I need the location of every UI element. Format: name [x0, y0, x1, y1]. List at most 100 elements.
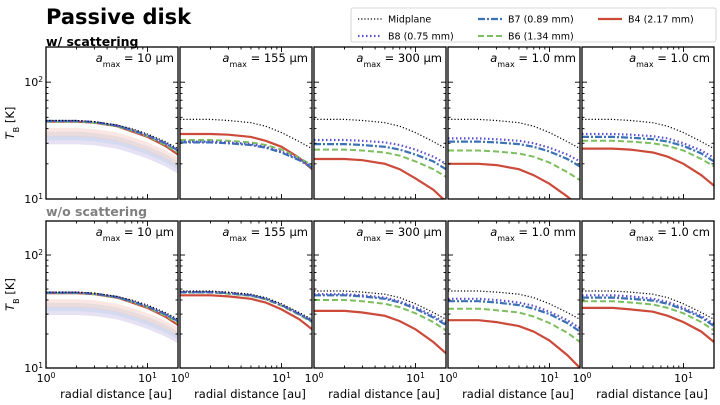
x-axis-label: radial distance [au] [596, 387, 708, 401]
uncertainty-band [46, 127, 178, 166]
series-line [46, 119, 178, 152]
series-line [448, 300, 580, 333]
series-line [582, 306, 714, 343]
panel-frame [313, 46, 447, 200]
panel-title: amax = 10 μm [96, 225, 174, 243]
x-axis-label: radial distance [au] [462, 387, 574, 401]
x-axis-label: radial distance [au] [328, 387, 440, 401]
series-line [46, 291, 178, 323]
series-line [582, 300, 714, 332]
uncertainty-band [46, 131, 178, 170]
legend-item: B7 (0.89 mm) [478, 15, 574, 26]
series-line [448, 297, 580, 330]
panel-frame [45, 46, 179, 200]
panel: amax = 1.0 mm [447, 46, 581, 200]
panel-title: amax = 300 μm [356, 51, 442, 69]
y-tick-label: 101 [24, 361, 43, 376]
uncertainty-band [46, 302, 178, 340]
legend-label: B4 (2.17 mm) [628, 15, 694, 26]
panel-frame [45, 220, 179, 369]
series-line [314, 293, 446, 324]
series-line [180, 141, 312, 169]
series-line [180, 291, 312, 323]
x-tick-label: 100 [573, 371, 592, 386]
panel: amax = 300 μm [313, 46, 447, 200]
series-line [314, 294, 446, 326]
panel: amax = 1.0 cm [581, 46, 715, 200]
figure-title: Passive disk [46, 5, 192, 29]
legend-item: B4 (2.17 mm) [598, 15, 694, 26]
panel-title: amax = 1.0 mm [490, 225, 576, 243]
series-line [314, 299, 446, 332]
series-line [180, 291, 312, 323]
series-line [314, 309, 446, 355]
series-line [582, 118, 714, 150]
series-line [448, 319, 580, 368]
series-line [46, 291, 178, 320]
x-axis-label: radial distance [au] [60, 387, 172, 401]
series-line [448, 149, 580, 181]
series-line [582, 135, 714, 163]
panel-frame [313, 220, 447, 369]
legend-item: B8 (0.75 mm) [358, 32, 454, 43]
series-line [180, 139, 312, 166]
legend-frame [350, 7, 717, 43]
panel-title: amax = 155 μm [222, 51, 308, 69]
x-tick-label: 101 [540, 371, 559, 386]
x-tick-label: 100 [37, 371, 56, 386]
series-line [46, 291, 178, 323]
y-axis-labels: TB [K] TB [K] [3, 107, 21, 311]
legend-item: Midplane [358, 15, 431, 26]
series-line [314, 138, 446, 165]
row-labels: w/ scattering w/o scattering [46, 34, 147, 219]
legend-label: B7 (0.89 mm) [508, 15, 574, 26]
legend-label: B6 (1.34 mm) [508, 32, 574, 43]
x-tick-label: 101 [138, 371, 157, 386]
y-tick-label: 101 [24, 192, 43, 207]
panel-title: amax = 1.0 cm [629, 225, 710, 243]
series-line [314, 143, 446, 171]
x-tick-label: 101 [674, 371, 693, 386]
panel-title: amax = 10 μm [96, 51, 174, 69]
panel: amax = 155 μm [179, 46, 313, 200]
panel-frame [179, 220, 313, 369]
series-line [180, 291, 312, 323]
uncertainty-band [46, 306, 178, 344]
y-axis-label: TB [K] [3, 278, 21, 311]
uncertainty-band [46, 299, 178, 336]
legend-label: B8 (0.75 mm) [388, 32, 454, 43]
legend-label: Midplane [388, 15, 431, 26]
y-axis-label: TB [K] [3, 107, 21, 140]
series-line [46, 119, 178, 150]
series-line [582, 294, 714, 325]
x-tick-label: 100 [171, 371, 190, 386]
series-line [314, 157, 445, 199]
legend-item: B6 (1.34 mm) [478, 32, 574, 43]
panel-frame [581, 46, 715, 200]
series-line [448, 162, 572, 199]
legend: Midplane B8 (0.75 mm) B7 (0.89 mm) B6 (1.34… [350, 7, 717, 43]
series-line [180, 294, 312, 331]
series-line [582, 147, 714, 187]
panel-frame [447, 220, 581, 369]
panel-title: amax = 155 μm [222, 225, 308, 243]
panel-title: amax = 300 μm [356, 225, 442, 243]
panel-title: amax = 1.0 cm [629, 51, 710, 69]
y-tick-label: 102 [24, 248, 43, 263]
series-line [448, 140, 580, 168]
series-line [46, 119, 178, 152]
x-axis-label: radial distance [au] [194, 387, 306, 401]
panel-frame [581, 220, 715, 369]
series-line [46, 120, 178, 154]
x-tick-label: 101 [406, 371, 425, 386]
x-tick-label: 101 [272, 371, 291, 386]
series-line [582, 132, 714, 159]
panel: amax = 10 μm 101 102 [24, 46, 179, 207]
x-tick-label: 100 [305, 371, 324, 386]
panel-title: amax = 1.0 mm [490, 51, 576, 69]
